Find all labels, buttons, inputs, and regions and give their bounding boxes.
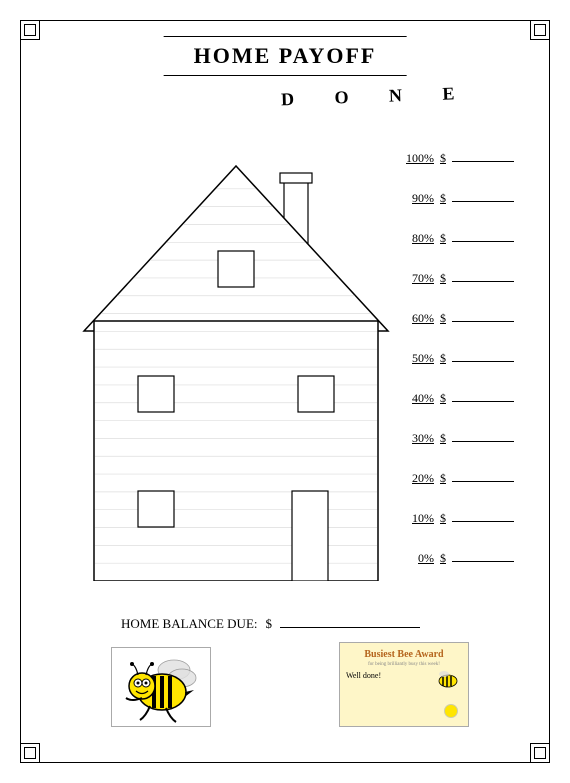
percent-currency: $ <box>440 431 446 446</box>
percent-input-line[interactable] <box>452 201 514 202</box>
percent-input-line[interactable] <box>452 481 514 482</box>
corner-ornament <box>530 743 550 763</box>
award-title: Busiest Bee Award <box>346 649 462 660</box>
balance-row: HOME BALANCE DUE: $ <box>121 616 420 632</box>
percent-currency: $ <box>440 471 446 486</box>
percent-row: 20% $ <box>394 471 514 511</box>
percent-currency: $ <box>440 271 446 286</box>
page-frame: HOME PAYOFF D O N E 100% $90% $80% $70% $60%… <box>20 20 550 763</box>
percent-row: 0% $ <box>394 551 514 591</box>
balance-input-line[interactable] <box>280 627 420 628</box>
bee-icon <box>436 671 460 689</box>
percent-label: 60% <box>394 311 434 326</box>
percent-input-line[interactable] <box>452 441 514 442</box>
percent-label: 40% <box>394 391 434 406</box>
percent-row: 60% $ <box>394 311 514 351</box>
percent-input-line[interactable] <box>452 401 514 402</box>
done-text: D O N E <box>281 83 473 111</box>
percent-row: 40% $ <box>394 391 514 431</box>
percent-label: 10% <box>394 511 434 526</box>
percent-label: 50% <box>394 351 434 366</box>
percent-currency: $ <box>440 151 446 166</box>
percent-currency: $ <box>440 391 446 406</box>
percent-currency: $ <box>440 231 446 246</box>
corner-ornament <box>20 20 40 40</box>
percent-currency: $ <box>440 551 446 566</box>
percent-row: 70% $ <box>394 271 514 311</box>
percent-row: 100% $ <box>394 151 514 191</box>
percent-row: 10% $ <box>394 511 514 551</box>
page-title: HOME PAYOFF <box>194 43 377 69</box>
percent-currency: $ <box>440 311 446 326</box>
title-box: HOME PAYOFF <box>164 36 407 76</box>
percent-label: 100% <box>394 151 434 166</box>
bee-thumbnail <box>111 647 211 727</box>
percent-currency: $ <box>440 191 446 206</box>
percent-row: 80% $ <box>394 231 514 271</box>
percent-label: 70% <box>394 271 434 286</box>
house-diagram <box>66 121 406 581</box>
percent-row: 50% $ <box>394 351 514 391</box>
percent-currency: $ <box>440 351 446 366</box>
percent-label: 80% <box>394 231 434 246</box>
corner-ornament <box>20 743 40 763</box>
percent-input-line[interactable] <box>452 241 514 242</box>
percent-row: 90% $ <box>394 191 514 231</box>
award-subtitle: for being brilliantly busy this week! <box>346 662 462 667</box>
percent-input-line[interactable] <box>452 361 514 362</box>
percent-currency: $ <box>440 511 446 526</box>
percent-input-line[interactable] <box>452 321 514 322</box>
award-thumbnail: Busiest Bee Award for being brilliantly … <box>339 642 469 727</box>
percent-input-line[interactable] <box>452 561 514 562</box>
percent-label: 20% <box>394 471 434 486</box>
balance-currency: $ <box>266 616 273 632</box>
percent-label: 0% <box>394 551 434 566</box>
percent-input-line[interactable] <box>452 521 514 522</box>
percent-tracker: 100% $90% $80% $70% $60% $50% $40% $30% $20% $10%… <box>394 151 514 591</box>
percent-input-line[interactable] <box>452 281 514 282</box>
percent-label: 30% <box>394 431 434 446</box>
percent-input-line[interactable] <box>452 161 514 162</box>
corner-ornament <box>530 20 550 40</box>
percent-row: 30% $ <box>394 431 514 471</box>
percent-label: 90% <box>394 191 434 206</box>
balance-label: HOME BALANCE DUE: <box>121 616 258 632</box>
smiley-icon <box>444 704 458 718</box>
